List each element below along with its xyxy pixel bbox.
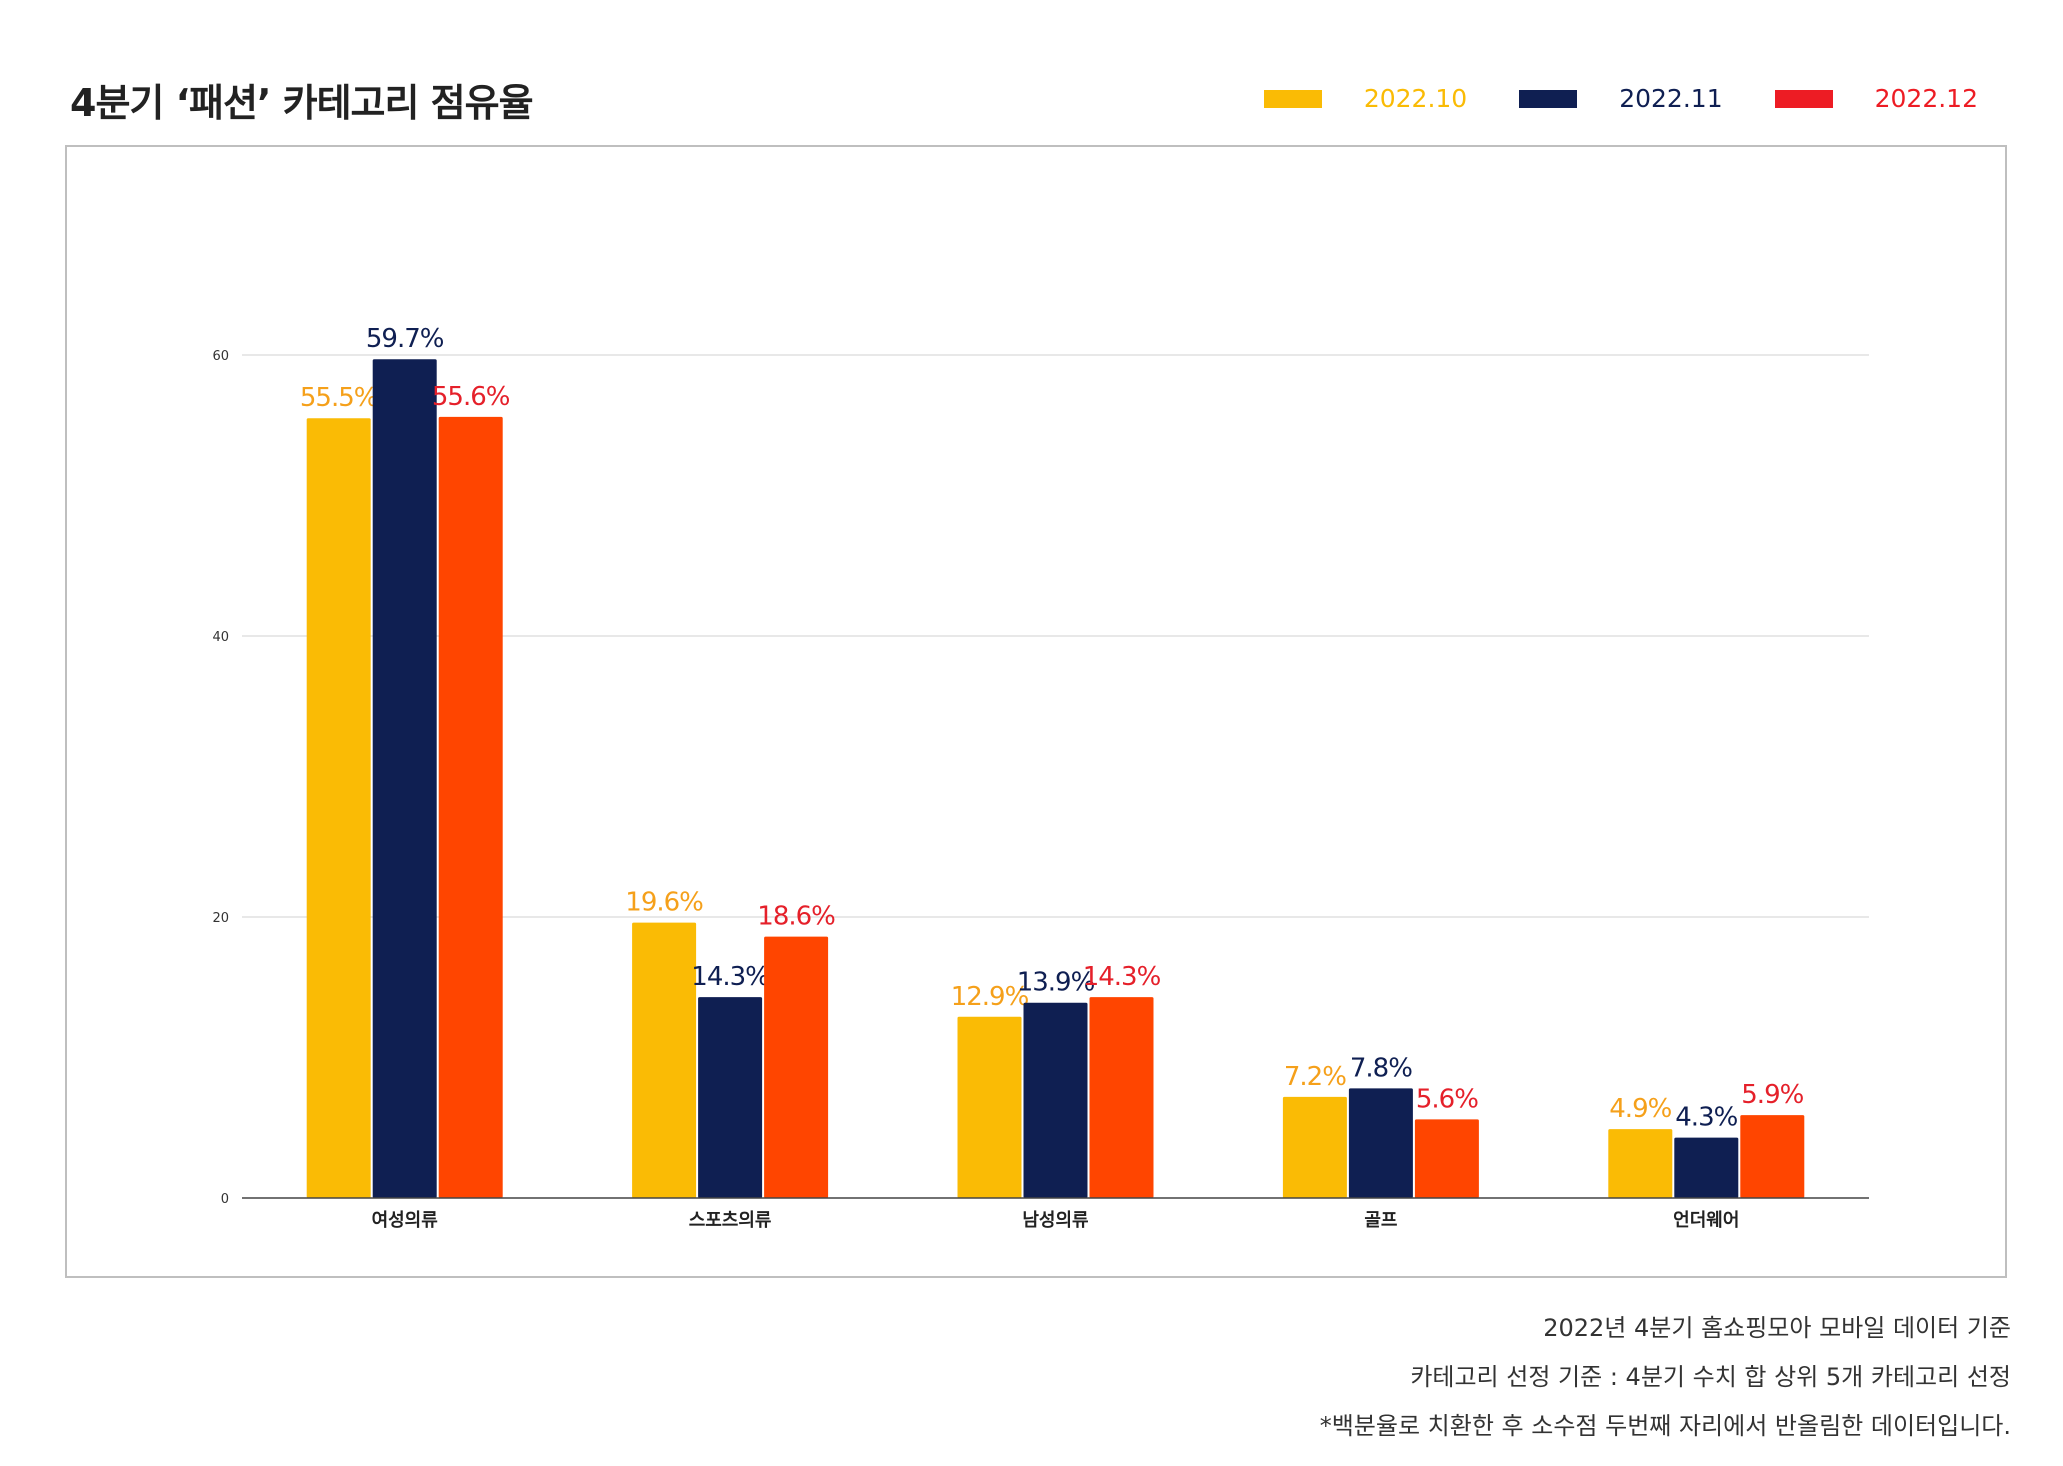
data-label: 14.3% — [1083, 962, 1161, 992]
footnote-category-criteria: 카테고리 선정 기준 : 4분기 수치 합 상위 5개 카테고리 선정 — [1410, 1363, 2011, 1391]
data-label: 5.9% — [1741, 1080, 1803, 1110]
y-tick-label: 20 — [212, 911, 229, 926]
bar — [698, 997, 763, 1198]
bar — [1023, 1002, 1088, 1198]
bar — [1414, 1119, 1479, 1198]
bar — [306, 418, 371, 1199]
data-label: 59.7% — [366, 324, 444, 354]
data-label: 19.6% — [625, 888, 703, 918]
legend-label-2022-12: 2022.12 — [1874, 84, 1978, 113]
y-tick-label: 0 — [221, 1192, 229, 1207]
footnote-data-source: 2022년 4분기 홈쇼핑모아 모바일 데이터 기준 — [1543, 1314, 2011, 1342]
x-tick-label: 여성의류 — [372, 1210, 438, 1231]
data-label: 4.3% — [1675, 1103, 1737, 1133]
bar — [1282, 1096, 1347, 1198]
data-label: 55.6% — [432, 382, 510, 412]
data-label: 13.9% — [1017, 968, 1095, 998]
data-label: 7.2% — [1284, 1062, 1346, 1092]
legend-label-2022-10: 2022.10 — [1363, 84, 1468, 113]
legend-swatch-2022-12 — [1774, 89, 1833, 108]
bar — [438, 416, 503, 1198]
data-label: 18.6% — [757, 902, 835, 932]
data-label: 12.9% — [951, 982, 1029, 1012]
data-label: 14.3% — [691, 962, 769, 992]
bar — [1089, 997, 1154, 1198]
bar — [1348, 1088, 1413, 1198]
x-tick-label: 스포츠의류 — [689, 1210, 772, 1231]
legend-item-2022-11: 2022.11 — [1519, 84, 1723, 113]
bar — [1608, 1129, 1673, 1198]
data-label: 55.5% — [300, 383, 378, 413]
bar — [372, 359, 437, 1199]
data-label: 5.6% — [1416, 1084, 1478, 1114]
x-tick-label: 남성의류 — [1022, 1210, 1088, 1231]
footnote-rounding: *백분율로 치환한 후 소수점 두번째 자리에서 반올림한 데이터입니다. — [1319, 1412, 2011, 1440]
bar — [1674, 1137, 1739, 1198]
bar-chart: 0 20 40 60 55.5% 59.7% 55.6% 여성의류 19.6% 14.3% 18.6… — [212, 324, 1869, 1231]
data-label: 4.9% — [1609, 1094, 1671, 1124]
bar — [764, 936, 829, 1198]
bar — [957, 1016, 1022, 1198]
chart-title: 4분기 ‘패션’ 카테고리 점유율 — [70, 81, 534, 125]
x-tick-label: 언더웨어 — [1673, 1210, 1739, 1231]
bar — [632, 922, 697, 1198]
legend-swatch-2022-11 — [1519, 89, 1578, 108]
legend: 2022.10 2022.11 2022.12 — [1212, 84, 1978, 113]
legend-label-2022-11: 2022.11 — [1619, 84, 1723, 113]
y-tick-label: 60 — [212, 349, 229, 364]
legend-item-2022-12: 2022.12 — [1774, 84, 1978, 113]
chart-frame: 0 20 40 60 55.5% 59.7% 55.6% 여성의류 19.6% 14.3% 18.6… — [65, 145, 2007, 1278]
x-tick-label: 골프 — [1364, 1210, 1397, 1231]
bar — [1740, 1115, 1805, 1198]
data-label: 7.8% — [1350, 1053, 1412, 1083]
legend-swatch-2022-10 — [1263, 89, 1322, 108]
y-tick-label: 40 — [212, 630, 229, 645]
legend-item-2022-10: 2022.10 — [1263, 84, 1468, 113]
